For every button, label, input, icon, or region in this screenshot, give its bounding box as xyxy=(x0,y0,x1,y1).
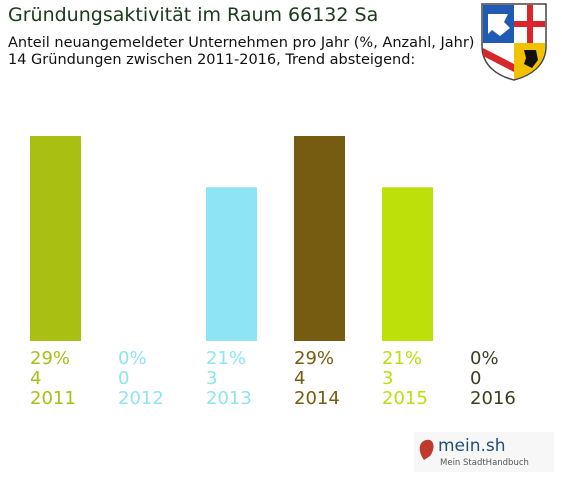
year-label-2012: 2012 xyxy=(118,388,164,409)
count-label-2015: 3 xyxy=(382,368,394,389)
year-label-2016: 2016 xyxy=(470,388,516,409)
count-label-2013: 3 xyxy=(206,368,218,389)
mein-sh-logo xyxy=(414,432,554,472)
bar-2013 xyxy=(206,187,257,341)
year-label-2014: 2014 xyxy=(294,388,340,409)
count-label-2016: 0 xyxy=(470,368,482,389)
chart-subtitle-line-1: Anteil neuangemeldeter Unternehmen pro J… xyxy=(8,35,475,51)
bar-2011 xyxy=(30,136,81,341)
percent-label-2011: 29% xyxy=(30,348,71,369)
percent-label-2014: 29% xyxy=(294,348,335,369)
year-label-2011: 2011 xyxy=(30,388,76,409)
chart-subtitle-line-2: 14 Gründungen zwischen 2011-2016, Trend … xyxy=(8,52,416,68)
logo-text: mein.sh xyxy=(438,436,506,456)
year-label-2013: 2013 xyxy=(206,388,252,409)
percent-label-2012: 0% xyxy=(118,348,147,369)
count-label-2014: 4 xyxy=(294,368,306,389)
percent-label-2015: 21% xyxy=(382,348,423,369)
count-label-2011: 4 xyxy=(30,368,42,389)
chart-title: Gründungsaktivität im Raum 66132 Sa xyxy=(8,4,379,26)
bar-2015 xyxy=(382,187,433,341)
map-pin-icon xyxy=(419,439,434,460)
percent-label-2013: 21% xyxy=(206,348,247,369)
percent-label-2016: 0% xyxy=(470,348,499,369)
saarland-coat-of-arms-icon xyxy=(481,3,547,81)
bar-2014 xyxy=(294,136,345,341)
year-label-2015: 2015 xyxy=(382,388,428,409)
logo-tagline: Mein StadtHandbuch xyxy=(440,458,529,468)
count-label-2012: 0 xyxy=(118,368,130,389)
